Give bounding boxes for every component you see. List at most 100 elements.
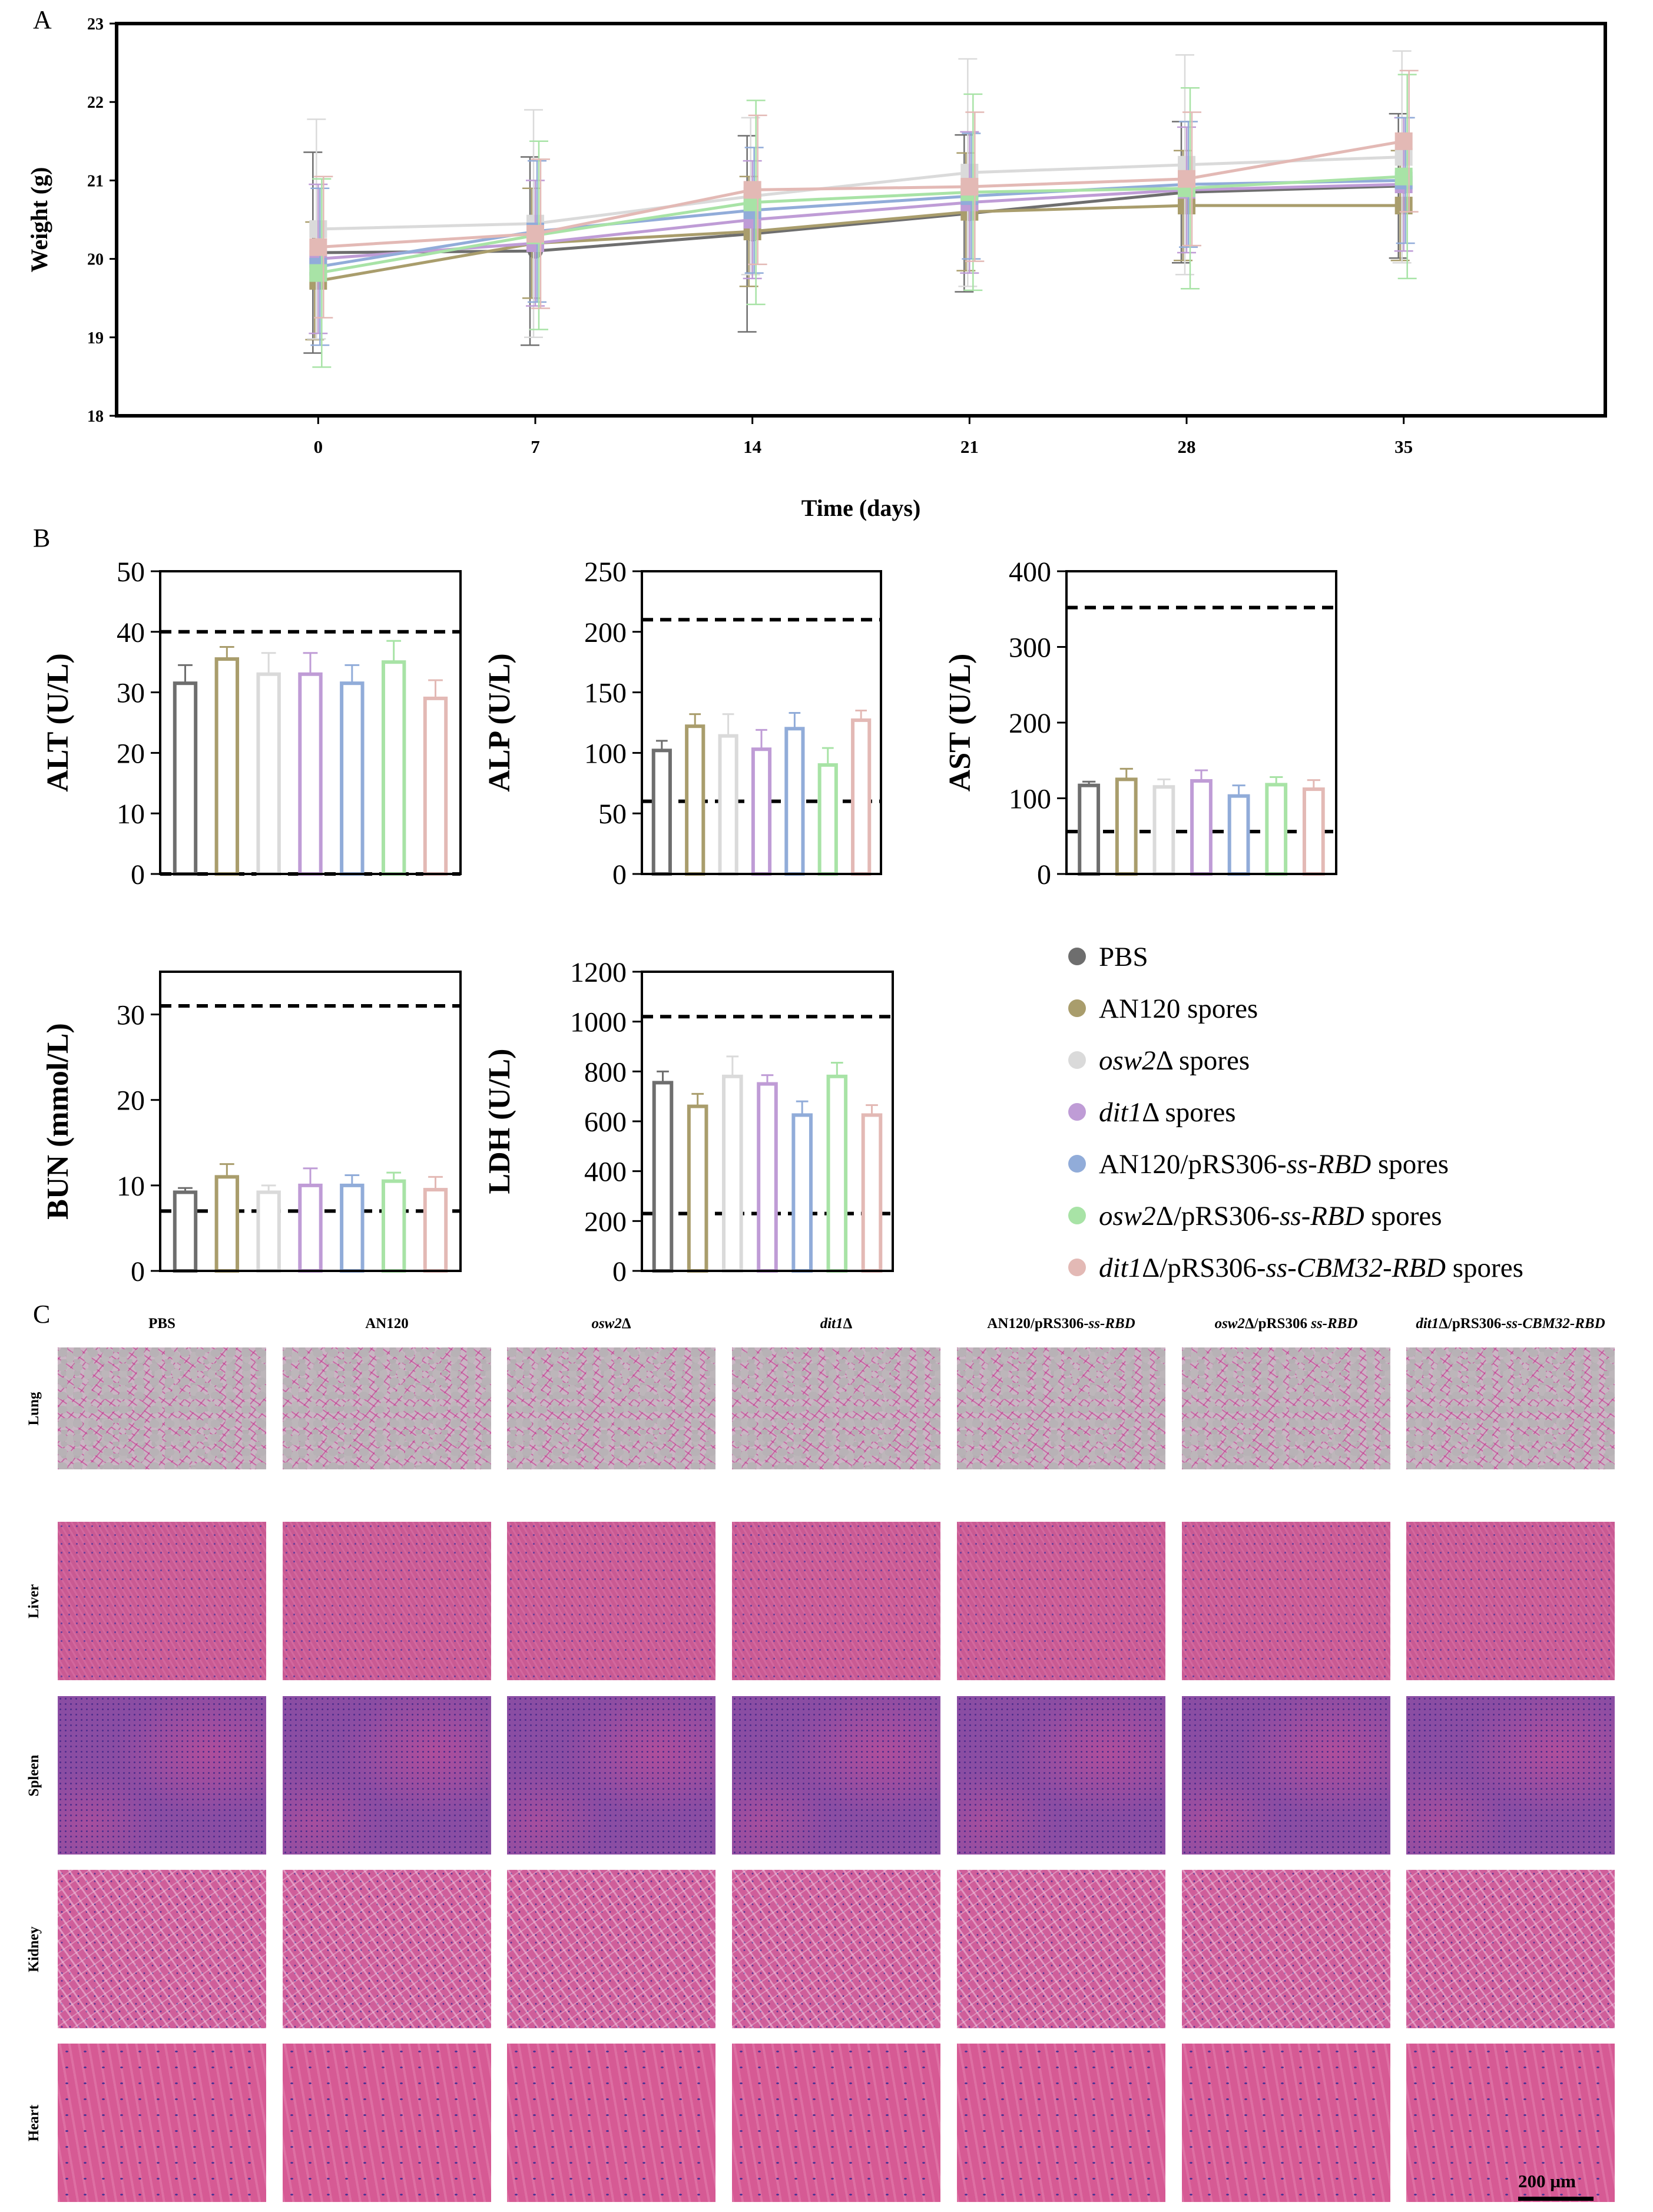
weight-chart: 18 19 20 21 22 23 0 7 14 21 28 35 Weight (g) Time (da… (26, 15, 1607, 521)
alt-ytick-label-0: 0 (131, 859, 145, 890)
histology-image-heart-2 (507, 2044, 715, 2202)
ast-bar-2 (1152, 785, 1175, 876)
histology-column-label-3: dit1Δ (820, 1316, 853, 1332)
histology-image-spleen-1 (283, 1696, 491, 1855)
histology-column-label-0: PBS (148, 1316, 175, 1332)
weight-point (1178, 170, 1195, 188)
histology-image-spleen-6 (1406, 1696, 1615, 1855)
alp-bar-4 (784, 727, 805, 876)
weight-ytick-label-2: 20 (87, 251, 104, 269)
histology-image-lung-5 (1182, 1347, 1390, 1469)
histology-image-heart-5 (1182, 2044, 1390, 2202)
alt-ytick-label-5: 50 (117, 557, 145, 588)
scale-bar-label: 200 µm (1518, 2171, 1576, 2191)
alp-ytick-label-1: 50 (598, 799, 627, 830)
alt-y-axis-title: ALT (U/L) (41, 653, 75, 792)
weight-series-4 (309, 117, 1415, 346)
ldh-bar-1 (687, 1104, 708, 1273)
weight-plot-frame (115, 22, 1607, 418)
ldh-chart: 0 200 400 600 800 1000 1200 LDH (U/L) (483, 957, 894, 1284)
scale-bar (1518, 2197, 1594, 2201)
legend-marker-1 (1068, 999, 1086, 1017)
ldh-bar-0 (652, 1081, 674, 1273)
histology-image-kidney-5 (1182, 1870, 1390, 2028)
weight-ytick-label-3: 21 (87, 172, 104, 190)
weight-xtick-label-2: 14 (743, 436, 761, 457)
alt-plot-frame (159, 570, 462, 875)
ldh-ytick-label-3: 600 (584, 1107, 627, 1138)
weight-point (960, 178, 979, 196)
weight-point (309, 238, 327, 256)
bun-ytick-label-3: 30 (117, 1000, 145, 1031)
bun-y-axis-title: BUN (mmol/L) (41, 1023, 75, 1220)
histology-image-lung-4 (957, 1347, 1165, 1469)
legend-label-5: osw2Δ/pRS306-ss-RBD spores (1099, 1201, 1442, 1231)
ldh-bar-6 (861, 1113, 883, 1273)
histology-image-lung-3 (732, 1347, 940, 1469)
alp-bar-3 (751, 747, 772, 876)
weight-x-axis-title: Time (days) (801, 495, 921, 521)
bun-plot-frame (159, 971, 462, 1272)
histology-image-spleen-5 (1182, 1696, 1390, 1855)
alp-bar-0 (651, 749, 672, 876)
ldh-ytick-label-6: 1200 (570, 957, 627, 988)
histology-column-label-1: AN120 (365, 1316, 409, 1332)
alp-plot-frame (641, 570, 882, 875)
weight-point (743, 181, 761, 199)
ast-bar-0 (1078, 783, 1101, 876)
bun-ytick-label-1: 10 (117, 1171, 145, 1202)
ast-plot-frame (1065, 570, 1337, 875)
weight-ytick-label-4: 22 (87, 94, 104, 112)
weight-y-axis-title: Weight (g) (26, 167, 52, 273)
ast-chart: 0 100 200 300 400 AST (U/L) (943, 557, 1337, 890)
ldh-y-axis-title: LDH (U/L) (483, 1049, 516, 1194)
weight-line (318, 183, 1404, 261)
alt-bar-6 (423, 696, 448, 876)
ldh-plot-frame (641, 971, 894, 1272)
alp-bar-1 (685, 724, 705, 876)
weight-line (318, 155, 1404, 231)
alp-ytick-label-4: 200 (584, 617, 627, 648)
alp-ytick-label-0: 0 (612, 859, 627, 890)
weight-line (318, 140, 1404, 249)
ast-ytick-label-0: 0 (1037, 859, 1051, 890)
alp-bar-6 (851, 718, 872, 876)
ast-ytick-label-2: 200 (1009, 708, 1051, 739)
weight-series-6 (309, 69, 1419, 319)
weight-ytick-label-1: 19 (87, 329, 104, 347)
weight-point (1394, 132, 1413, 150)
alt-ytick-label-2: 20 (117, 738, 145, 769)
weight-xtick-label-5: 35 (1394, 436, 1413, 457)
alt-bar-1 (214, 657, 240, 876)
bun-bar-0 (173, 1190, 198, 1273)
bun-bar-4 (340, 1183, 365, 1273)
bun-ytick-label-0: 0 (131, 1256, 145, 1284)
alt-bar-0 (173, 681, 198, 876)
weight-ytick-label-5: 23 (87, 15, 104, 34)
histology-column-label-6: dit1Δ/pRS306-ss-CBM32-RBD (1416, 1316, 1605, 1332)
ast-ytick-label-4: 400 (1009, 557, 1051, 588)
weight-xtick-label-4: 28 (1178, 436, 1196, 457)
weight-xtick-label-3: 21 (960, 436, 979, 457)
bun-ytick-label-2: 20 (117, 1085, 145, 1117)
ast-bar-5 (1265, 783, 1288, 876)
alp-y-axis-title: ALP (U/L) (483, 653, 516, 792)
ldh-ytick-label-4: 800 (584, 1057, 627, 1088)
histology-image-spleen-4 (957, 1696, 1165, 1855)
bun-bar-3 (298, 1183, 323, 1273)
weight-ytick-label-0: 18 (87, 408, 104, 426)
histology-image-spleen-0 (58, 1696, 266, 1855)
bun-bar-6 (423, 1188, 448, 1273)
weight-point (309, 264, 327, 282)
legend: PBS AN120 spores osw2Δ spores dit1Δ spores A… (1068, 942, 1523, 1283)
histology-column-label-4: AN120/pRS306-ss-RBD (987, 1316, 1135, 1332)
histology-image-liver-0 (58, 1522, 266, 1680)
legend-marker-0 (1068, 948, 1086, 965)
legend-marker-3 (1068, 1103, 1086, 1121)
histology-image-lung-1 (283, 1347, 491, 1469)
alt-bar-2 (256, 672, 281, 876)
ldh-bar-2 (722, 1074, 743, 1273)
alt-ytick-label-3: 30 (117, 678, 145, 709)
alp-bar-2 (718, 734, 738, 876)
weight-line (317, 175, 1404, 275)
